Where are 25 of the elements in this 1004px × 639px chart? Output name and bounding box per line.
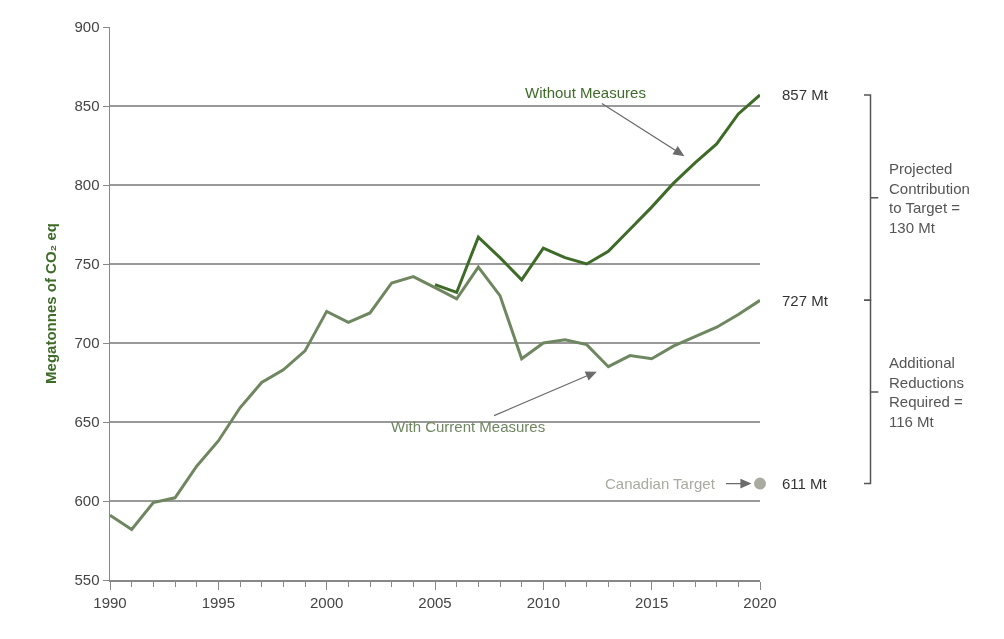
x-tick-label: 2000 — [309, 593, 344, 611]
x-tick-label: 2005 — [418, 593, 452, 611]
y-tick-label: 700 — [74, 334, 100, 352]
x-tick-label: 1990 — [93, 593, 127, 611]
text: 611 Mt — [782, 475, 828, 492]
x-tick-label: 2010 — [526, 593, 561, 611]
y-tick-label: 800 — [74, 176, 100, 194]
y-tick-label: 600 — [74, 492, 100, 510]
y-tick-label: 900 — [74, 18, 100, 36]
text: Projected Contribution to Target = 130 Mt — [889, 160, 970, 236]
y-axis-title: Megatonnes of CO₂ eq — [41, 223, 59, 384]
x-tick-label: 2020 — [743, 593, 777, 611]
text: Additional Reductions Required = 116 Mt — [889, 354, 965, 430]
text: 727 Mt — [782, 292, 829, 309]
line-series — [110, 265, 760, 531]
x-tick-label: 1995 — [201, 593, 236, 611]
y-tick-label: 650 — [74, 413, 100, 431]
text: 857 Mt — [782, 86, 829, 103]
text: Without Measures — [525, 84, 646, 101]
text: With Current Measures — [391, 418, 546, 435]
y-tick-label: 750 — [74, 255, 100, 273]
text: Canadian Target — [605, 475, 716, 492]
x-tick-label: 2015 — [634, 593, 669, 611]
y-tick-label: 550 — [74, 571, 100, 589]
y-tick-label: 850 — [74, 97, 100, 115]
